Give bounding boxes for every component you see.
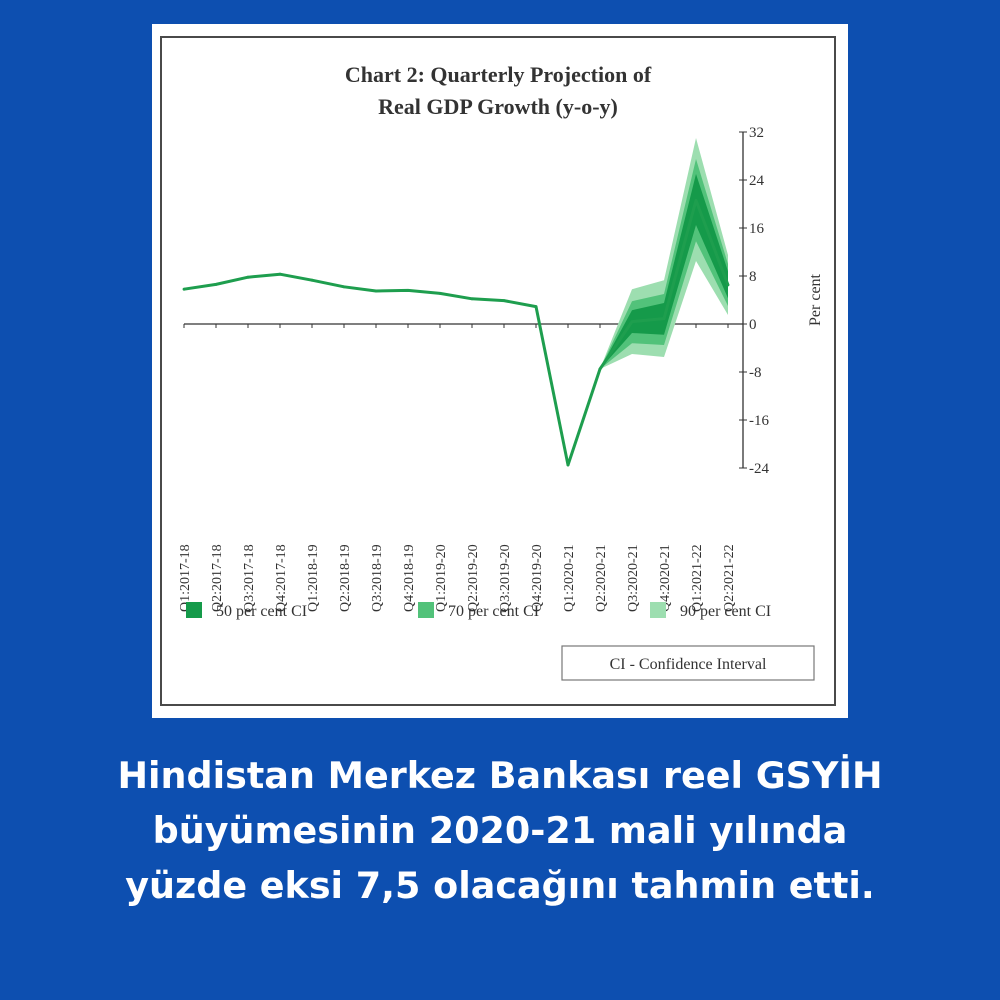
- caption-line-1: Hindistan Merkez Bankası reel GSYİH: [117, 754, 883, 797]
- y-tick-label: 8: [749, 269, 757, 285]
- data-point: [310, 278, 314, 282]
- y-tick-label: -16: [749, 413, 769, 429]
- x-tick-label: Q3:2017-18: [242, 544, 257, 612]
- x-tick-label: Q1:2021-22: [690, 544, 705, 612]
- x-tick-label: Q1:2019-20: [434, 544, 449, 612]
- y-tick-label: 32: [749, 125, 764, 141]
- ci-note: CI - Confidence Interval: [610, 656, 767, 673]
- data-point: [214, 283, 218, 286]
- chart-frame: [160, 36, 836, 706]
- legend-label-3: 90 per cent CI: [680, 603, 771, 620]
- x-tick-label: Q2:2017-18: [210, 544, 225, 612]
- x-tick-label: Q1:2017-18: [178, 544, 193, 612]
- y-tick-label: -24: [749, 461, 769, 477]
- x-tick-label: Q3:2019-20: [498, 544, 513, 612]
- data-point: [342, 285, 346, 289]
- legend-label-2: 70 per cent CI: [448, 603, 539, 620]
- data-point: [470, 297, 474, 301]
- data-point: [182, 287, 186, 291]
- y-tick-label: 16: [749, 221, 765, 237]
- y-tick-label: 0: [749, 317, 757, 333]
- data-point: [438, 292, 442, 295]
- y-tick-label: 24: [749, 173, 765, 189]
- x-tick-label: Q2:2019-20: [466, 544, 481, 612]
- y-tick-label: -8: [749, 365, 762, 381]
- legend-label-1: 50 per cent CI: [216, 603, 307, 620]
- chart-card: Chart 2: Quarterly Projection of Real GDP…: [152, 24, 848, 718]
- x-tick-label: Q4:2018-19: [402, 544, 417, 612]
- data-point: [726, 283, 730, 287]
- chart-title-line-1: Chart 2: Quarterly Projection of: [345, 62, 652, 87]
- x-tick-label: Q4:2020-21: [658, 544, 673, 612]
- legend-swatch-1: [186, 602, 202, 618]
- data-point: [246, 275, 250, 279]
- series-line: [183, 198, 730, 467]
- data-point: [278, 272, 282, 276]
- x-tick-label: Q4:2019-20: [530, 544, 545, 612]
- data-point: [502, 299, 506, 302]
- caption-line-2: büyümesinin 2020-21 mali yılında: [152, 809, 848, 852]
- data-point: [534, 305, 538, 308]
- y-axis-label: Per cent: [807, 273, 824, 326]
- x-tick-label: Q1:2018-19: [306, 544, 321, 612]
- data-point: [694, 199, 698, 202]
- data-point: [662, 317, 666, 320]
- x-tick-label: Q2:2018-19: [338, 544, 353, 612]
- x-tick-label: Q1:2020-21: [562, 544, 577, 612]
- caption: Hindistan Merkez Bankası reel GSYİH büyü…: [20, 748, 980, 913]
- legend-swatch-2: [418, 602, 434, 618]
- data-point: [566, 463, 570, 467]
- caption-line-3: yüzde eksi 7,5 olacağını tahmin etti.: [125, 864, 875, 907]
- x-tick-label: Q2:2021-22: [722, 544, 737, 612]
- data-point: [630, 320, 634, 323]
- x-tick-label: Q3:2020-21: [626, 544, 641, 612]
- chart-title-line-2: Real GDP Growth (y-o-y): [378, 94, 618, 119]
- legend-swatch-3: [650, 602, 666, 618]
- x-tick-label: Q3:2018-19: [370, 544, 385, 612]
- data-point: [374, 289, 378, 293]
- data-point: [598, 367, 602, 371]
- x-tick-label: Q4:2017-18: [274, 544, 289, 612]
- x-tick-label: Q2:2020-21: [594, 544, 609, 612]
- data-point: [406, 289, 410, 292]
- ci-note-box: [561, 645, 815, 681]
- gdp-growth-chart: Chart 2: Quarterly Projection of Real GDP…: [178, 62, 824, 681]
